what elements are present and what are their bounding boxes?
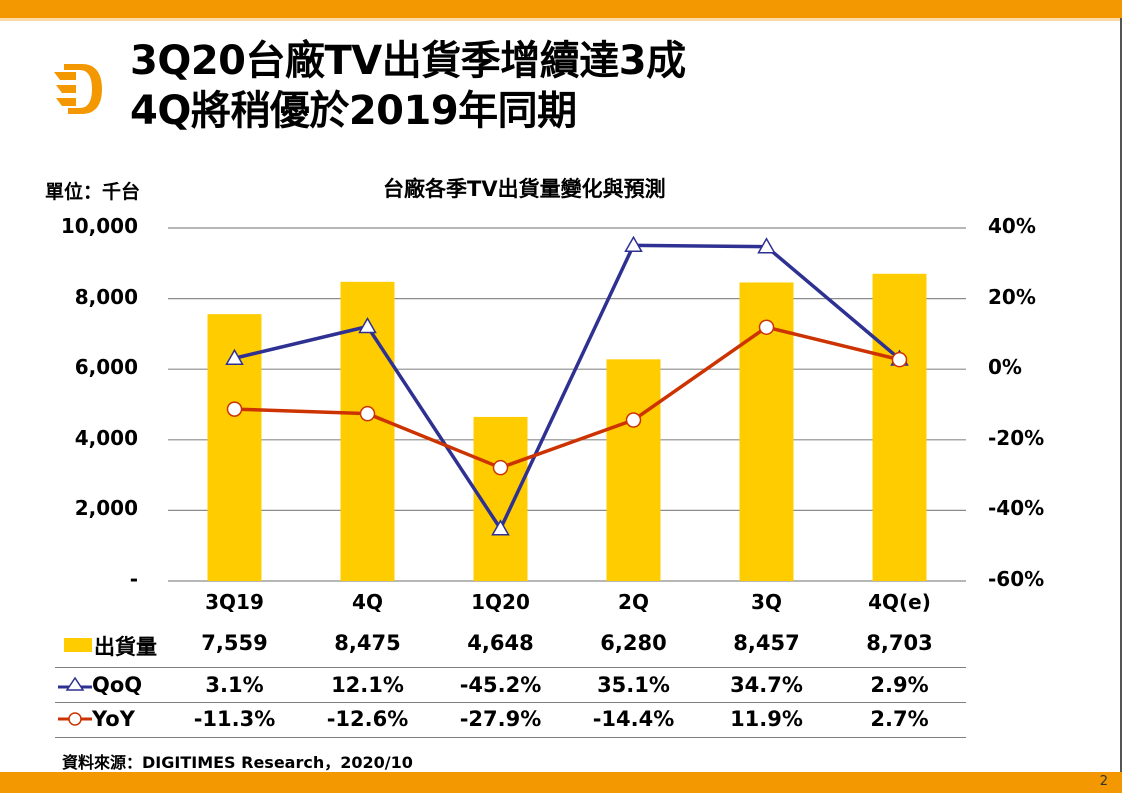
table-cell-yoy: 2.7%	[870, 707, 929, 731]
legend-qoq: QoQ	[58, 673, 142, 697]
x-category-label: 1Q20	[471, 590, 530, 614]
slide-right-border	[1120, 18, 1122, 772]
table-row-separator	[55, 737, 966, 738]
table-cell-qoq: 12.1%	[331, 673, 404, 697]
qoq-line	[234, 243, 901, 531]
legend-label: YoY	[92, 707, 135, 731]
y2-tick-label: -40%	[988, 496, 1045, 521]
y2-tick-label: 40%	[988, 214, 1036, 238]
yoy-marker	[492, 459, 509, 476]
title-line-2: 4Q將稍優於2019年同期	[130, 88, 577, 134]
y2-tick-label: -60%	[988, 567, 1045, 591]
table-cell-出貨量: 7,559	[201, 631, 268, 655]
qoq-marker	[225, 348, 244, 366]
unit-label: 單位：千台	[45, 181, 141, 203]
top-banner	[0, 0, 1122, 18]
legend-shipments: 出貨量	[64, 631, 157, 661]
table-cell-出貨量: 8,457	[733, 631, 800, 655]
y-tick-label: 4,000	[74, 425, 138, 450]
table-row-separator	[55, 667, 966, 668]
table-cell-出貨量: 4,648	[467, 631, 534, 655]
y-tick-label: 6,000	[74, 355, 138, 380]
source-note: 資料來源：DIGITIMES Research，2020/10	[62, 753, 413, 772]
top-banner-shadow	[0, 18, 1122, 21]
legend-label: 出貨量	[94, 635, 157, 659]
table-cell-出貨量: 8,475	[334, 631, 401, 655]
table-cell-yoy: -27.9%	[459, 707, 542, 731]
table-cell-yoy: -11.3%	[193, 707, 276, 731]
title-line-1: 3Q20台廠TV出貨季增續達3成	[130, 38, 686, 84]
table-cell-yoy: 11.9%	[730, 707, 803, 731]
chart-title: 台廠各季TV出貨量變化與預測	[383, 177, 666, 201]
digitimes-d-logo-icon	[54, 64, 102, 114]
table-cell-qoq: 3.1%	[205, 673, 264, 697]
table-cell-qoq: -45.2%	[459, 673, 542, 697]
yoy-marker	[625, 412, 642, 428]
page-number: 2	[1099, 774, 1108, 789]
qoq-marker	[491, 519, 510, 536]
table-cell-出貨量: 6,280	[600, 631, 667, 655]
table-cell-qoq: 35.1%	[597, 673, 670, 697]
triangle-marker-icon	[58, 676, 92, 691]
yoy-marker	[891, 351, 908, 368]
bar-4Q(e)	[872, 273, 927, 581]
y-tick-label: 10,000	[60, 214, 138, 238]
qoq-marker	[757, 237, 776, 254]
table-cell-qoq: 2.9%	[870, 673, 929, 697]
legend-yoy: YoY	[58, 707, 135, 731]
circle-marker-icon	[58, 712, 92, 726]
table-cell-yoy: -12.6%	[326, 707, 409, 731]
qoq-marker	[624, 235, 643, 253]
table-cell-qoq: 34.7%	[730, 673, 803, 697]
bar-swatch-icon	[64, 638, 92, 652]
x-category-label: 4Q	[352, 590, 383, 614]
table-row-separator	[55, 702, 966, 703]
y2-tick-label: -20%	[988, 425, 1045, 450]
yoy-marker	[359, 405, 376, 422]
bottom-banner	[0, 772, 1122, 793]
x-category-label: 3Q	[751, 590, 782, 614]
y-tick-label: 8,000	[74, 284, 138, 309]
x-category-label: 3Q19	[205, 590, 264, 614]
y2-tick-label: 20%	[988, 284, 1036, 309]
yoy-line	[234, 325, 900, 470]
table-cell-出貨量: 8,703	[866, 631, 933, 655]
yoy-marker	[758, 319, 775, 335]
y-tick-label: 2,000	[74, 496, 138, 521]
x-category-label: 4Q(e)	[868, 590, 931, 614]
x-category-label: 2Q	[618, 590, 649, 614]
y-tick-label: -	[129, 567, 138, 591]
qoq-marker	[358, 316, 377, 334]
bar-2Q	[606, 359, 661, 581]
y2-tick-label: 0%	[988, 355, 1022, 380]
yoy-marker	[226, 401, 243, 417]
table-cell-yoy: -14.4%	[592, 707, 675, 731]
legend-label: QoQ	[92, 673, 143, 697]
slide-title: 3Q20台廠TV出貨季增續達3成 4Q將稍優於2019年同期	[130, 36, 686, 136]
